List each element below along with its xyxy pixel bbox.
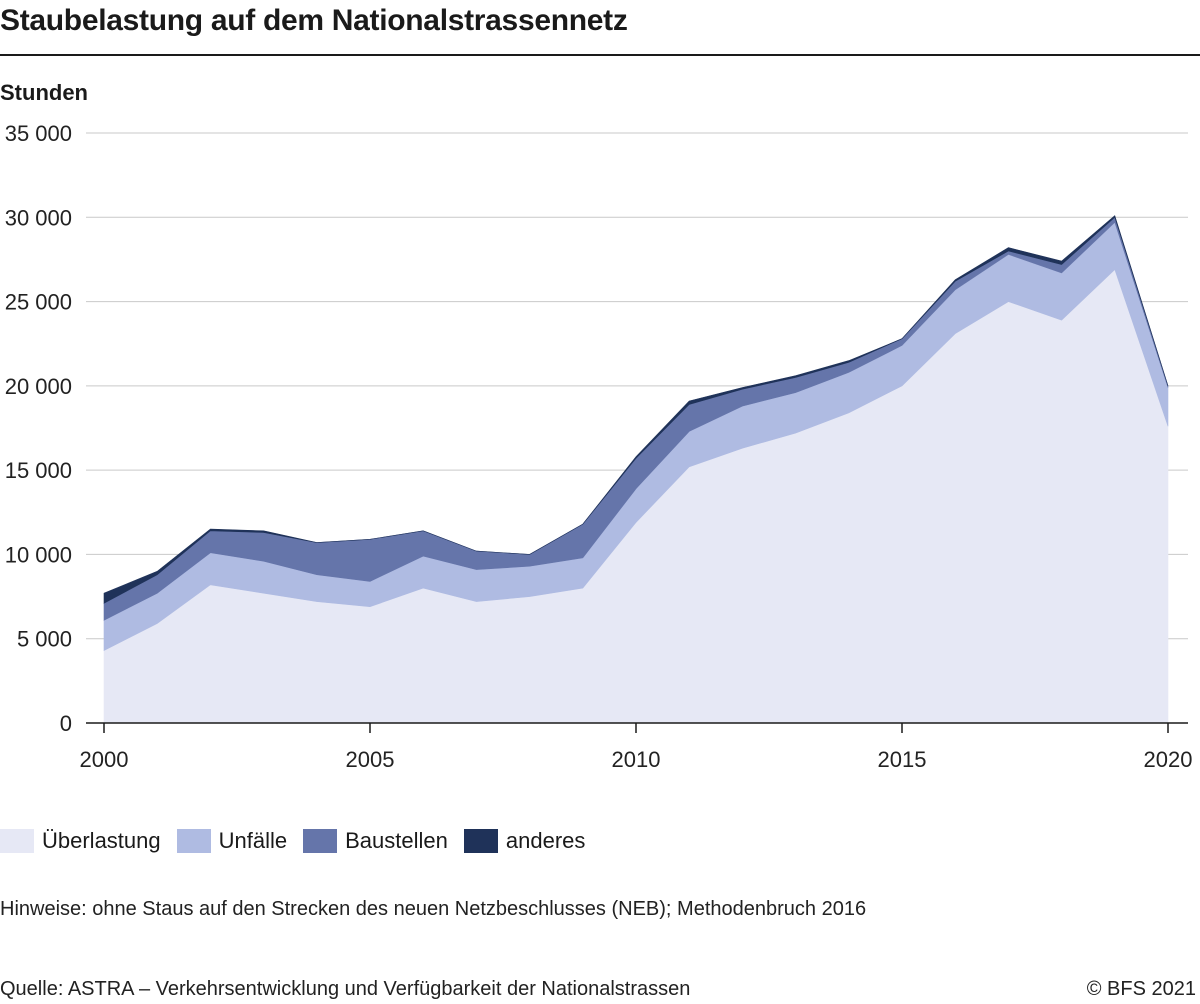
x-tick-label: 2005 [346,747,395,770]
legend-swatch [0,829,34,853]
y-tick-label: 10 000 [5,542,72,567]
legend-item: Baustellen [303,828,448,854]
legend-item: Unfälle [176,828,288,854]
legend-label: anderes [505,828,586,853]
y-axis-unit-label: Stunden [0,80,88,105]
x-tick-labels: 2000 2005 2010 2015 2020 [80,747,1193,770]
source-citation: Quelle: ASTRA – Verkehrsentwicklung und … [0,978,691,1000]
legend-label: Überlastung [42,828,161,853]
stacked-area-chart: 35 000 30 000 25 000 20 000 15 000 10 000 5 00… [5,121,1193,770]
x-tick-label: 2010 [612,747,661,770]
legend-swatch [303,829,338,853]
title-divider [0,54,1200,56]
x-tick-label: 2015 [878,747,927,770]
area-anderes [103,215,1169,604]
legend-swatch [463,829,498,853]
legend-label: Unfälle [218,828,288,853]
y-tick-label: 5 000 [17,627,72,652]
x-tick-label: 2000 [80,747,129,770]
y-tick-label: 15 000 [5,458,72,483]
legend-swatch [176,829,211,853]
chart-note: Hinweise: ohne Staus auf den Strecken de… [0,898,867,920]
chart-title: Staubelastung auf dem Nationalstrassenne… [0,4,628,37]
legend-item: Überlastung [0,828,161,854]
area-series [103,215,1169,724]
y-tick-label: 25 000 [5,290,72,315]
legend-item: anderes [463,828,586,854]
y-tick-label: 0 [60,711,72,736]
axes [86,722,1188,733]
legend: Überlastung Unfälle Baustellen anderes [0,828,601,854]
x-tick-label: 2020 [1144,747,1193,770]
y-tick-label: 20 000 [5,374,72,399]
y-tick-labels: 35 000 30 000 25 000 20 000 15 000 10 000 5 00… [5,121,72,736]
y-tick-label: 30 000 [5,205,72,230]
copyright: © BFS 2021 [1086,978,1196,1000]
y-tick-label: 35 000 [5,121,72,146]
legend-label: Baustellen [345,828,448,853]
